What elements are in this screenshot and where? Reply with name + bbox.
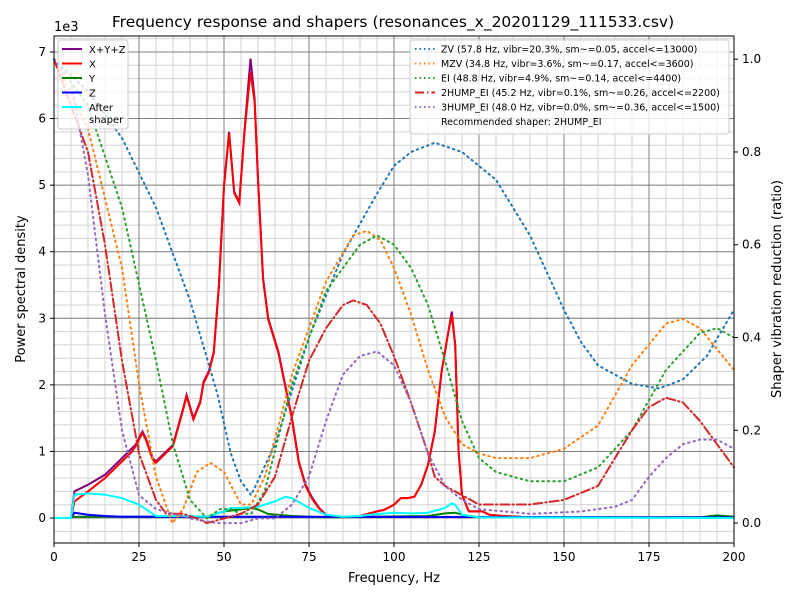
- legend-shaper-label: EI (48.8 Hz, vibr=4.9%, sm~=0.14, accel<…: [441, 74, 681, 85]
- y-tick-label: 0: [38, 511, 46, 525]
- y-tick-label: 7: [38, 45, 46, 59]
- y-tick-label: 3: [38, 311, 46, 325]
- y-tick-label: 4: [38, 245, 46, 259]
- legend-shapers: ZV (57.8 Hz, vibr=20.3%, sm~=0.05, accel…: [409, 39, 730, 135]
- legend-psd-label: shaper: [89, 115, 124, 126]
- psd-line-4: [54, 492, 735, 519]
- y-right-tick-label: 0.4: [742, 331, 761, 345]
- y-axis-right-label: Shaper vibration reduction (ratio): [770, 180, 785, 398]
- recommended-shaper-label: Recommended shaper: 2HUMP_EI: [441, 117, 602, 128]
- x-tick-label: 75: [301, 550, 316, 564]
- x-tick-label: 100: [383, 550, 406, 564]
- y-axis-label: Power spectral density: [14, 215, 29, 363]
- legend-psd-label: Y: [88, 74, 96, 85]
- ticks: 0 25 50 75 100 125 150 175 200 0 1 2 3 4 5 6 7 0.0 0.2 0.4 0…: [38, 45, 761, 564]
- x-tick-label: 25: [131, 550, 146, 564]
- shaper-line-2: [53, 58, 735, 520]
- legend-psd-label: X: [89, 60, 96, 71]
- x-axis-label: Frequency, Hz: [348, 571, 440, 586]
- y-right-tick-label: 1.0: [742, 52, 761, 66]
- psd-line-1: [54, 71, 734, 519]
- y-offset-label: 1e3: [54, 20, 79, 35]
- legend-shapers-box: [409, 39, 730, 135]
- legend-shaper-label: 3HUMP_EI (48.0 Hz, vibr=0.0%, sm~=0.36, …: [441, 103, 720, 114]
- psd-lines: [54, 58, 735, 519]
- shaper-line-0: [53, 58, 735, 498]
- shaper-line-4: [53, 58, 735, 525]
- x-tick-label: 200: [723, 550, 746, 564]
- x-tick-label: 50: [216, 550, 231, 564]
- y-tick-label: 5: [38, 178, 46, 192]
- legend-psd-label: After: [89, 103, 114, 114]
- y-tick-label: 2: [38, 378, 46, 392]
- legend-shaper-label: ZV (57.8 Hz, vibr=20.3%, sm~=0.05, accel…: [441, 45, 697, 56]
- x-tick-label: 175: [638, 550, 661, 564]
- x-tick-label: 0: [50, 550, 58, 564]
- chart-title: Frequency response and shapers (resonanc…: [112, 13, 674, 32]
- legend-psd-label: X+Y+Z: [89, 45, 126, 56]
- y-right-tick-label: 0.8: [742, 145, 761, 159]
- x-tick-label: 125: [468, 550, 491, 564]
- y-right-tick-label: 0.2: [742, 423, 761, 437]
- y-tick-label: 1: [38, 444, 46, 458]
- shaper-line-1: [53, 58, 735, 526]
- legend-shaper-label: MZV (34.8 Hz, vibr=3.6%, sm~=0.17, accel…: [441, 59, 693, 70]
- x-tick-label: 150: [553, 550, 576, 564]
- shaper-lines: [53, 58, 735, 526]
- legend-shaper-label: 2HUMP_EI (45.2 Hz, vibr=0.1%, sm~=0.26, …: [441, 88, 720, 99]
- legend-psd-label: Z: [89, 89, 96, 100]
- y-right-tick-label: 0.6: [742, 238, 761, 252]
- y-tick-label: 6: [38, 112, 46, 126]
- y-right-tick-label: 0.0: [742, 516, 761, 530]
- shaper-line-3: [53, 58, 735, 525]
